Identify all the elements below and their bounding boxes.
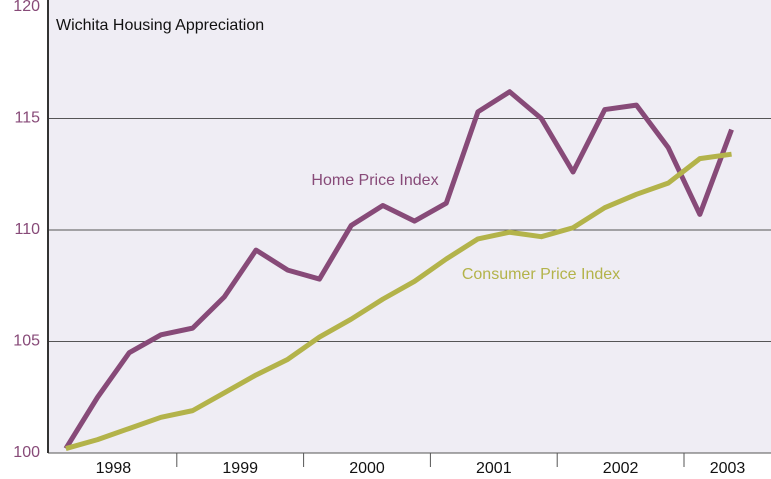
y-tick-label: 100 [13, 444, 40, 461]
y-tick-label: 115 [14, 110, 40, 127]
x-tick-label: 2001 [476, 460, 512, 477]
y-tick-label: 110 [14, 221, 40, 238]
series-label: Home Price Index [311, 172, 438, 189]
series-label: Consumer Price Index [462, 266, 620, 283]
x-tick-label: 1998 [96, 460, 132, 477]
series-line [63, 89, 734, 450]
chart-title: Wichita Housing Appreciation [56, 17, 264, 34]
y-tick-label: 105 [13, 333, 40, 350]
series-line [65, 151, 732, 451]
x-tick-label: 2002 [603, 460, 639, 477]
x-tick-label: 1999 [222, 460, 258, 477]
y-tick-label: 120 [13, 0, 40, 15]
plot-background [48, 0, 771, 453]
x-tick-label: 2003 [710, 460, 746, 477]
x-tick-label: 2000 [349, 460, 385, 477]
